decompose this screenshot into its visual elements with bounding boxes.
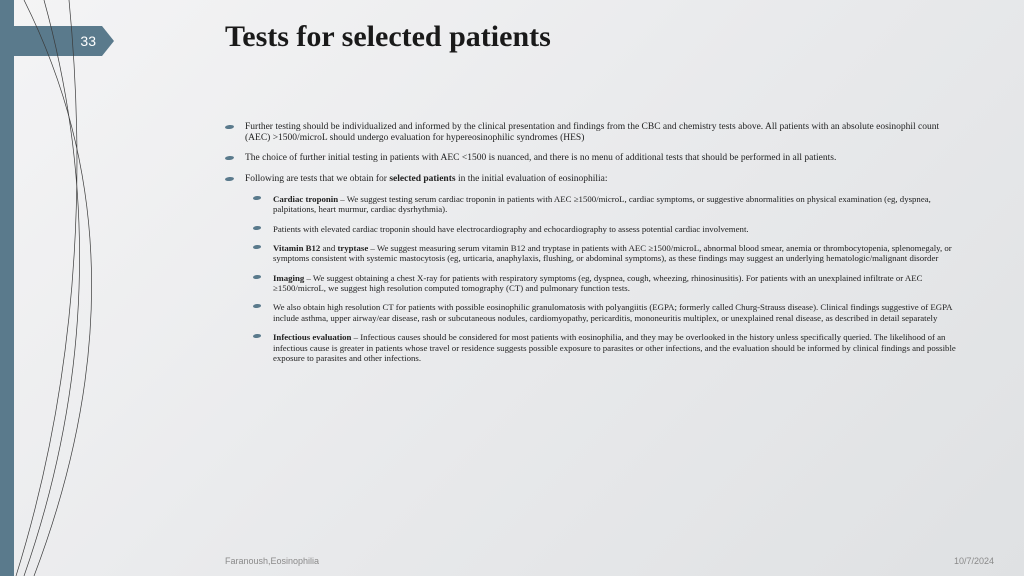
slide-number-badge: 33 — [14, 26, 114, 56]
bullet-icon — [253, 333, 265, 340]
bullet-text: Cardiac troponin – We suggest testing se… — [273, 194, 965, 215]
bullet-text: We also obtain high resolution CT for pa… — [273, 302, 965, 323]
bullet-text: Vitamin B12 and tryptase – We suggest me… — [273, 243, 965, 264]
bullet-level2: Cardiac troponin – We suggest testing se… — [253, 194, 965, 215]
bullet-icon — [253, 225, 265, 232]
decorative-curves — [14, 0, 214, 576]
footer-author: Faranoush,Eosinophilia — [225, 556, 319, 566]
bullet-icon — [225, 155, 237, 162]
bullet-level1: The choice of further initial testing in… — [225, 153, 965, 164]
footer-date: 10/7/2024 — [954, 556, 994, 566]
bullet-level1: Further testing should be individualized… — [225, 122, 965, 144]
bullet-text: Infectious evaluation – Infectious cause… — [273, 332, 965, 363]
bullet-level2: Imaging – We suggest obtaining a chest X… — [253, 273, 965, 294]
bullet-icon — [225, 124, 237, 131]
bullet-icon — [253, 195, 265, 202]
bullet-icon — [253, 303, 265, 310]
bullet-icon — [225, 176, 237, 183]
slide-title: Tests for selected patients — [225, 20, 551, 54]
left-accent-bar — [0, 0, 14, 576]
bullet-text: Following are tests that we obtain for s… — [245, 174, 608, 185]
bullet-text: Imaging – We suggest obtaining a chest X… — [273, 273, 965, 294]
content-area: Further testing should be individualized… — [225, 122, 965, 372]
bullet-icon — [253, 274, 265, 281]
bullet-level2: Infectious evaluation – Infectious cause… — [253, 332, 965, 363]
bullet-level1: Following are tests that we obtain for s… — [225, 174, 965, 185]
bullet-text: Patients with elevated cardiac troponin … — [273, 224, 749, 234]
bullet-level2: We also obtain high resolution CT for pa… — [253, 302, 965, 323]
bullet-level2: Patients with elevated cardiac troponin … — [253, 224, 965, 234]
bullet-icon — [253, 244, 265, 251]
bullet-text: The choice of further initial testing in… — [245, 153, 836, 164]
bullet-text: Further testing should be individualized… — [245, 122, 965, 144]
bullet-level2: Vitamin B12 and tryptase – We suggest me… — [253, 243, 965, 264]
slide-number: 33 — [80, 33, 96, 49]
